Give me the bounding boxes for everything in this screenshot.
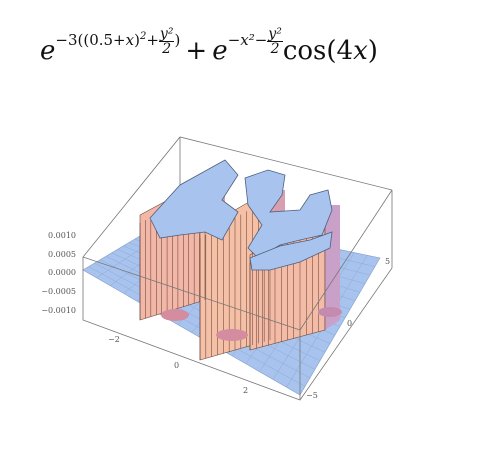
x-axis-ticks: −2 0 2 <box>108 335 248 395</box>
z-tick: 0.0010 <box>48 231 76 240</box>
exp1-part-b: ) <box>134 31 140 49</box>
exp1-plus: + <box>146 31 159 49</box>
formula-cos: cos(4 <box>282 36 354 66</box>
exp1-x: x <box>125 31 135 49</box>
cap-right <box>249 231 333 271</box>
dip-1 <box>161 309 189 321</box>
cap-left <box>149 159 239 241</box>
x-tick: 0 <box>174 361 179 370</box>
exp1-square: 2 <box>139 31 147 42</box>
z-tick: 0.0005 <box>48 250 76 259</box>
x-tick: 2 <box>243 386 248 395</box>
exp1-numerator: y² <box>158 25 175 42</box>
exp2-denominator: 2 <box>270 40 280 57</box>
formula-cos-x: x <box>353 36 368 66</box>
exp1-denominator: 2 <box>162 40 172 57</box>
formula-plus: + <box>185 36 208 66</box>
box-front-top-edge-right <box>299 189 393 331</box>
exp1-fraction: y² 2 <box>158 25 175 57</box>
exp1-part-a: −3((0.5+ <box>55 31 126 49</box>
formula-exponent-1: −3((0.5+x)2+ y² 2) <box>55 27 181 56</box>
formula-e1: e <box>40 36 56 66</box>
y-tick: 0 <box>347 319 352 328</box>
x-tick: −2 <box>108 335 120 344</box>
z-tick: 0.0000 <box>48 268 76 277</box>
formula-cos-close: ) <box>367 36 378 66</box>
ridges <box>139 159 342 361</box>
exp2-fraction: y² 2 <box>267 27 283 56</box>
box-front-top-edge <box>82 256 301 331</box>
formula-e2: e <box>212 36 228 66</box>
dip-3 <box>318 307 342 317</box>
exp2-numerator: y² <box>267 25 283 42</box>
z-tick: −0.0010 <box>41 306 76 315</box>
dip-2 <box>216 329 248 341</box>
z-axis-ticks: 0.0010 0.0005 0.0000 −0.0005 −0.0010 <box>41 231 76 315</box>
cap-middle <box>244 169 333 259</box>
z-tick: −0.0005 <box>41 287 76 296</box>
y-tick: −5 <box>306 391 318 400</box>
y-axis-ticks: 5 0 −5 <box>306 257 390 400</box>
exp2-part-a: −x²− <box>227 31 268 49</box>
exp1-close: ) <box>174 31 181 49</box>
bounding-box-front <box>82 189 393 401</box>
box-front-outline <box>82 257 393 401</box>
y-tick: 5 <box>385 257 390 266</box>
function-formula: e−3((0.5+x)2+ y² 2) + e−x²− y² 2 cos(4x) <box>40 27 480 106</box>
formula-exponent-2: −x²− y² 2 <box>227 27 283 56</box>
